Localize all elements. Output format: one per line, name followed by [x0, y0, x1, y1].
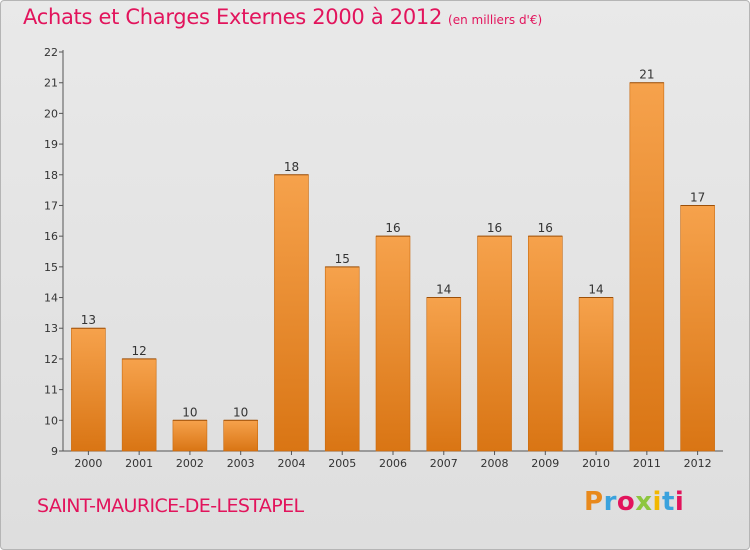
logo-letter: P [584, 487, 604, 517]
y-tick-label: 22 [44, 46, 58, 59]
y-tick-label: 21 [44, 77, 58, 90]
bar [71, 327, 106, 452]
y-tick-label: 16 [44, 230, 58, 243]
data-label: 16 [538, 221, 553, 235]
plot-area: 9 10 11 12 13 14 15 16 17 18 19 20 21 22 13 2000 12 2001 1… [44, 46, 723, 470]
data-label: 10 [182, 405, 197, 419]
y-tick-label: 18 [44, 169, 58, 182]
y-tick-label: 11 [44, 384, 58, 397]
y-tick-label: 12 [44, 353, 58, 366]
data-label: 13 [81, 313, 96, 327]
logo-letter: i [674, 487, 685, 517]
bar [477, 235, 512, 452]
y-tick-label: 13 [44, 322, 58, 335]
logo-letter: x [635, 487, 653, 517]
data-label: 14 [436, 283, 451, 297]
logo-letter: o [616, 487, 636, 517]
x-tick-label: 2002 [176, 457, 204, 470]
x-tick-label: 2011 [633, 457, 661, 470]
chart-subtitle: (en milliers d'€) [448, 13, 543, 27]
y-tick-label: 15 [44, 261, 58, 274]
y-tick-label: 20 [44, 107, 58, 120]
x-tick-label: 2004 [277, 457, 305, 470]
logo-letter: r [603, 487, 617, 517]
commune-name: SAINT-MAURICE-DE-LESTAPEL [37, 495, 304, 517]
data-label: 15 [335, 252, 350, 266]
x-tick-label: 2012 [684, 457, 712, 470]
x-tick-label: 2000 [74, 457, 102, 470]
proxiti-logo: Proxiti [584, 487, 684, 521]
data-label: 21 [639, 68, 654, 82]
x-tick-label: 2003 [227, 457, 255, 470]
bar [121, 358, 157, 452]
bar [172, 420, 208, 452]
y-tick-label: 17 [44, 199, 58, 212]
data-label: 18 [284, 160, 299, 174]
bar [528, 235, 563, 452]
bar [274, 174, 309, 452]
data-label: 16 [385, 221, 400, 235]
y-tick-label: 10 [44, 414, 58, 427]
data-label: 12 [132, 344, 147, 358]
x-tick-label: 2010 [582, 457, 610, 470]
bar [223, 420, 258, 452]
bar [578, 297, 614, 452]
y-tick-label: 9 [51, 445, 58, 458]
x-tick-label: 2008 [481, 457, 509, 470]
chart-title: Achats et Charges Externes 2000 à 2012 (e… [23, 5, 542, 29]
x-tick-label: 2001 [125, 457, 153, 470]
x-tick-label: 2009 [531, 457, 559, 470]
data-label: 14 [588, 283, 603, 297]
bar [375, 235, 411, 452]
logo-letter: i [652, 487, 662, 517]
data-label: 10 [233, 405, 248, 419]
bar [324, 266, 360, 452]
bar [680, 205, 715, 452]
x-tick-label: 2006 [379, 457, 407, 470]
data-label: 17 [690, 190, 705, 204]
bar [629, 82, 665, 452]
bar [426, 297, 462, 452]
y-tick-label: 14 [44, 292, 58, 305]
y-tick-label: 19 [44, 138, 58, 151]
chart-title-text: Achats et Charges Externes 2000 à 2012 [23, 5, 443, 29]
logo-letter: t [661, 487, 675, 517]
data-label: 16 [487, 221, 502, 235]
x-tick-label: 2005 [328, 457, 356, 470]
x-tick-label: 2007 [430, 457, 458, 470]
